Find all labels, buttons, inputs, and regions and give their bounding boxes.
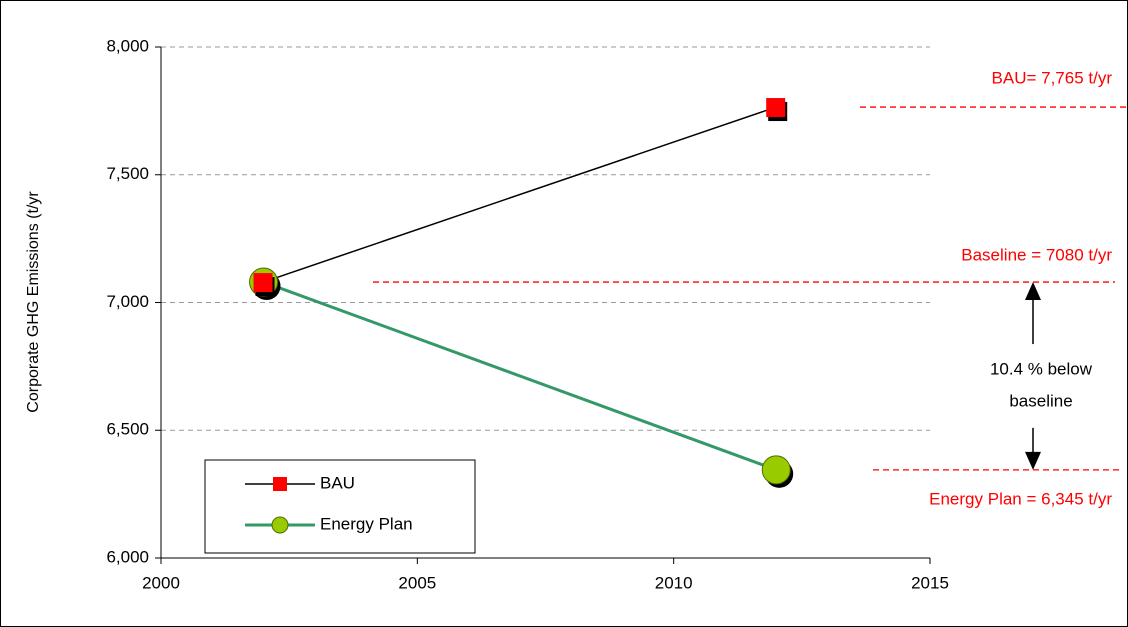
series-line: [263, 280, 777, 472]
arrow-head: [1025, 282, 1041, 301]
y-tick-label: 7,000: [106, 292, 149, 311]
x-tick-label: 2010: [655, 573, 693, 592]
x-tick-label: 2005: [398, 573, 436, 592]
x-tick-label: 2000: [142, 573, 180, 592]
legend-marker: [271, 516, 289, 534]
annotation: BAU= 7,765 t/yr: [992, 69, 1113, 88]
y-tick-label: 8,000: [106, 36, 149, 55]
y-tick-label: 6,500: [106, 420, 149, 439]
y-tick-label: 6,000: [106, 547, 149, 566]
annotation: Baseline = 7080 t/yr: [961, 246, 1112, 265]
annotation: Energy Plan = 6,345 t/yr: [929, 489, 1112, 508]
annotation: 10.4 % below: [990, 359, 1093, 378]
annotation: baseline: [1009, 391, 1072, 410]
arrow-head: [1025, 451, 1041, 470]
series-line: [263, 106, 777, 283]
y-axis-label: Corporate GHG Emissions (t/yr: [25, 191, 42, 413]
legend-marker: [273, 477, 287, 491]
y-tick-label: 7,500: [106, 164, 149, 183]
legend-label: BAU: [320, 473, 355, 492]
point: [766, 98, 786, 118]
point: [761, 455, 791, 485]
x-tick-label: 2015: [911, 573, 949, 592]
legend-label: Energy Plan: [320, 514, 413, 533]
point: [253, 273, 273, 293]
legend-box: [204, 459, 476, 554]
